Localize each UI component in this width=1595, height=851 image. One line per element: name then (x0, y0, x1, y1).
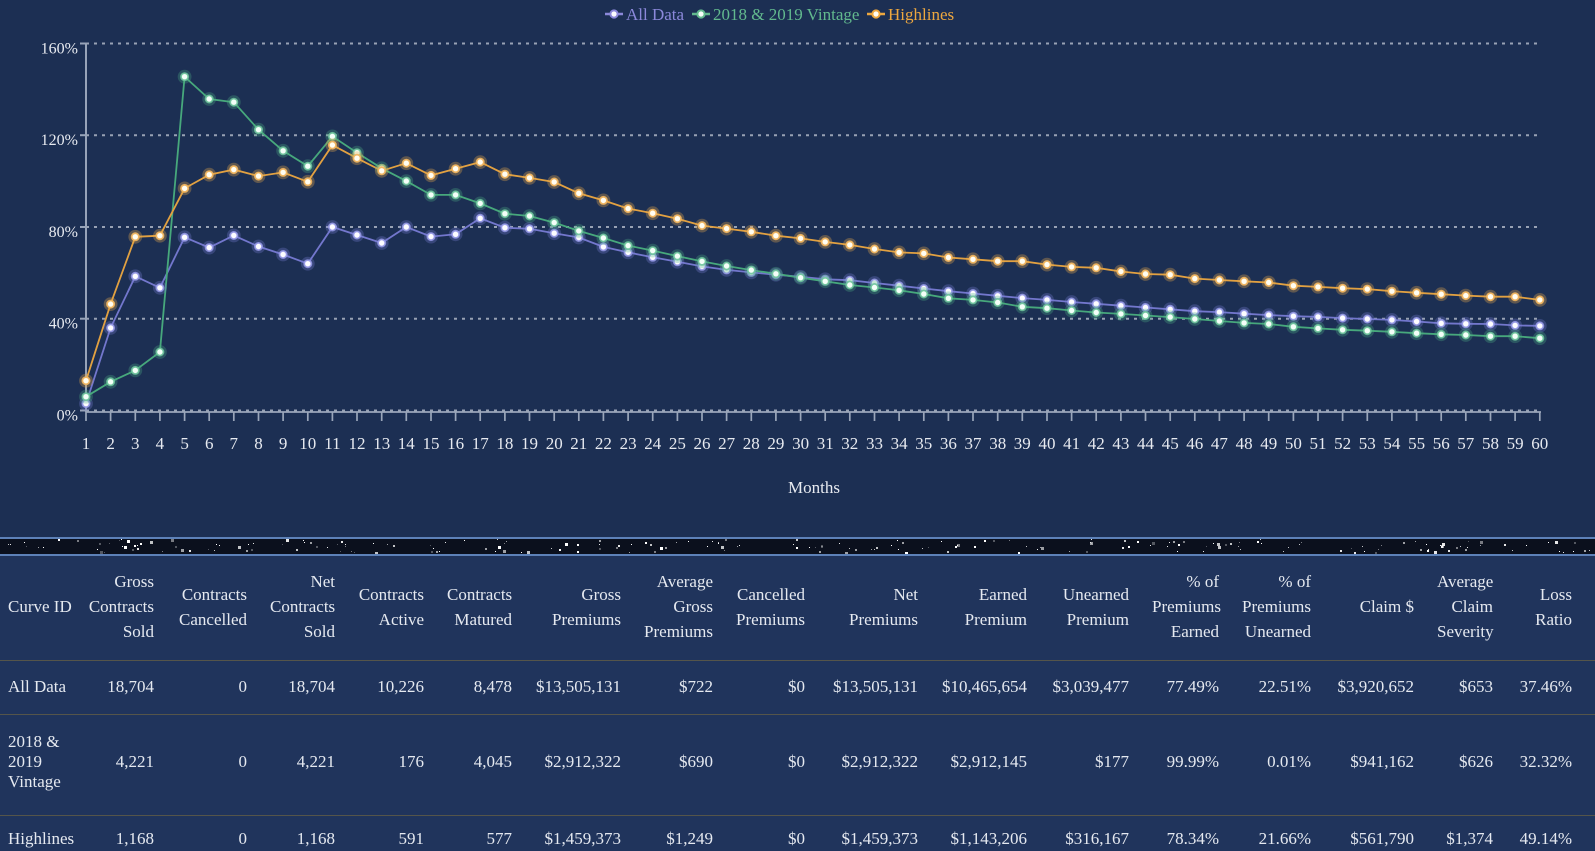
svg-text:58: 58 (1482, 434, 1499, 453)
svg-text:32: 32 (841, 434, 858, 453)
svg-text:Highlines: Highlines (888, 5, 954, 24)
svg-text:39: 39 (1014, 434, 1031, 453)
svg-text:30: 30 (792, 434, 809, 453)
svg-text:37: 37 (965, 434, 983, 453)
svg-text:9: 9 (279, 434, 288, 453)
svg-text:51: 51 (1310, 434, 1327, 453)
svg-text:34: 34 (891, 434, 909, 453)
svg-text:44: 44 (1137, 434, 1155, 453)
svg-text:13: 13 (373, 434, 390, 453)
svg-text:33: 33 (866, 434, 883, 453)
svg-text:60: 60 (1531, 434, 1548, 453)
svg-text:120%: 120% (41, 132, 78, 149)
svg-text:54: 54 (1383, 434, 1401, 453)
svg-text:80%: 80% (49, 224, 78, 241)
svg-text:50: 50 (1285, 434, 1302, 453)
svg-text:17: 17 (472, 434, 490, 453)
svg-text:6: 6 (205, 434, 214, 453)
svg-text:46: 46 (1186, 434, 1203, 453)
svg-text:10: 10 (299, 434, 316, 453)
svg-text:26: 26 (694, 434, 711, 453)
svg-text:53: 53 (1359, 434, 1376, 453)
svg-text:1: 1 (82, 434, 91, 453)
svg-text:0%: 0% (57, 408, 78, 425)
svg-text:4: 4 (156, 434, 165, 453)
svg-text:55: 55 (1408, 434, 1425, 453)
svg-text:160%: 160% (41, 41, 78, 58)
svg-text:27: 27 (718, 434, 736, 453)
svg-text:59: 59 (1507, 434, 1524, 453)
svg-text:8: 8 (254, 434, 263, 453)
svg-text:29: 29 (767, 434, 784, 453)
svg-text:20: 20 (546, 434, 563, 453)
svg-text:47: 47 (1211, 434, 1229, 453)
svg-text:45: 45 (1162, 434, 1179, 453)
svg-text:49: 49 (1260, 434, 1277, 453)
svg-text:36: 36 (940, 434, 957, 453)
svg-text:18: 18 (496, 434, 513, 453)
svg-text:40: 40 (1039, 434, 1056, 453)
svg-text:All Data: All Data (626, 5, 685, 24)
svg-text:2018 & 2019 Vintage: 2018 & 2019 Vintage (713, 5, 859, 24)
svg-text:12: 12 (349, 434, 366, 453)
svg-text:40%: 40% (49, 316, 78, 333)
svg-text:15: 15 (423, 434, 440, 453)
svg-text:7: 7 (230, 434, 239, 453)
svg-text:42: 42 (1088, 434, 1105, 453)
svg-text:43: 43 (1112, 434, 1129, 453)
svg-text:22: 22 (595, 434, 612, 453)
svg-text:56: 56 (1433, 434, 1450, 453)
svg-text:35: 35 (915, 434, 932, 453)
svg-text:57: 57 (1457, 434, 1475, 453)
svg-text:23: 23 (620, 434, 637, 453)
svg-text:48: 48 (1236, 434, 1253, 453)
svg-text:14: 14 (398, 434, 416, 453)
svg-text:Months: Months (788, 478, 840, 497)
svg-text:25: 25 (669, 434, 686, 453)
svg-text:31: 31 (817, 434, 834, 453)
svg-text:41: 41 (1063, 434, 1080, 453)
svg-text:3: 3 (131, 434, 140, 453)
svg-text:16: 16 (447, 434, 464, 453)
svg-text:28: 28 (743, 434, 760, 453)
svg-text:19: 19 (521, 434, 538, 453)
svg-text:38: 38 (989, 434, 1006, 453)
svg-text:2: 2 (106, 434, 115, 453)
svg-text:11: 11 (324, 434, 340, 453)
svg-text:24: 24 (644, 434, 662, 453)
svg-text:52: 52 (1334, 434, 1351, 453)
svg-text:5: 5 (180, 434, 189, 453)
svg-text:21: 21 (570, 434, 587, 453)
